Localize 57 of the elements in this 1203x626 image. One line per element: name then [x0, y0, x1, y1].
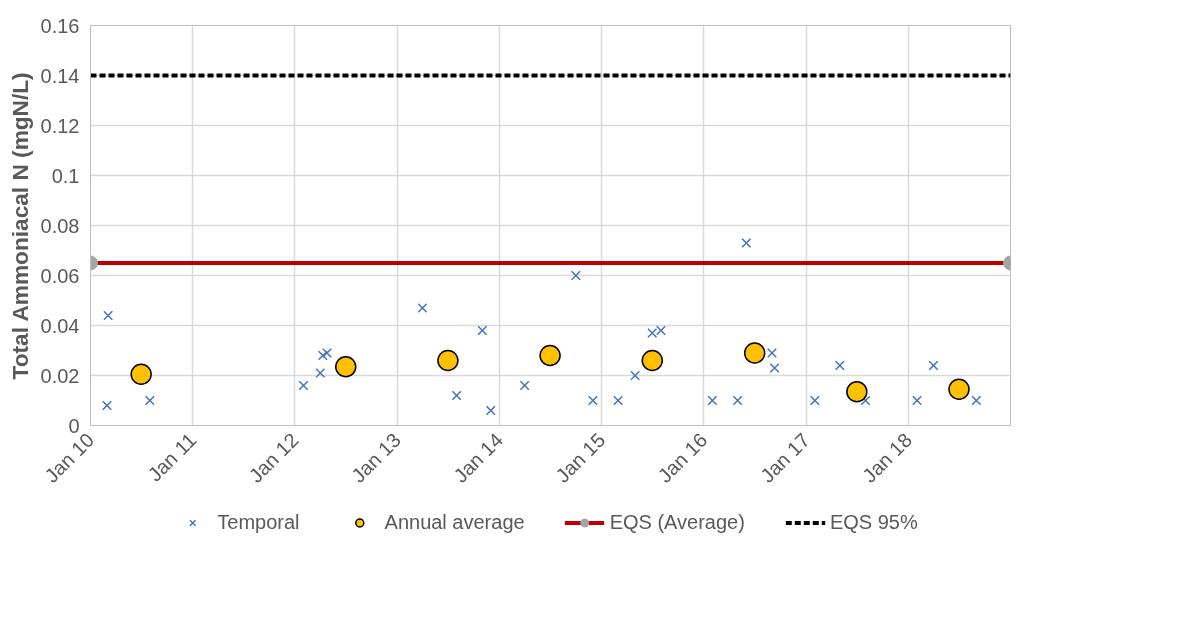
y-tick-label: 0.08	[40, 214, 80, 237]
point	[477, 325, 488, 336]
x-tick-label: Jan 16	[653, 428, 712, 487]
point	[741, 238, 752, 248]
point	[315, 368, 326, 378]
legend-label: Temporal	[217, 510, 300, 534]
point	[130, 363, 152, 385]
y-tick-label: 0.04	[40, 314, 80, 337]
y-tick-label: 0.1	[51, 164, 80, 187]
point	[641, 349, 663, 372]
point	[519, 380, 530, 391]
point	[860, 395, 871, 406]
x-tick-label: Jan 11	[143, 428, 201, 486]
point	[437, 349, 459, 372]
y-axis-title: Total Ammoniacal N (mgN/L)	[6, 72, 33, 380]
point	[539, 344, 561, 367]
x-tick-label: Jan 17	[755, 428, 814, 487]
point	[948, 378, 970, 400]
point	[767, 348, 778, 358]
point	[322, 348, 332, 358]
point	[317, 350, 328, 361]
x-tick-label: Jan 18	[858, 428, 917, 487]
point	[834, 360, 845, 371]
point	[928, 360, 939, 371]
point	[743, 342, 766, 364]
point	[570, 270, 581, 281]
point	[707, 395, 718, 406]
x-tick-label: Jan 14	[449, 428, 508, 487]
y-tick-label: 0	[68, 414, 80, 437]
point	[485, 405, 496, 416]
legend-label: Annual average	[384, 510, 525, 534]
x-tick-label: Jan 13	[347, 428, 406, 487]
point	[769, 363, 780, 373]
x-tick-label: Jan 15	[551, 428, 610, 487]
y-tick-label: 0.06	[40, 264, 80, 287]
point	[451, 390, 462, 401]
y-tick-label: 0.14	[40, 64, 80, 87]
point	[912, 395, 923, 406]
point	[298, 380, 309, 391]
legend-label: EQS (Average)	[609, 510, 745, 534]
point	[144, 395, 155, 406]
point	[417, 303, 428, 313]
point	[809, 395, 820, 406]
point	[102, 400, 113, 411]
point	[613, 395, 624, 406]
point	[335, 356, 357, 378]
x-tick-label: Jan 12	[244, 428, 303, 487]
point	[971, 395, 982, 406]
y-tick-label: 0.02	[40, 364, 80, 387]
point	[630, 370, 641, 381]
point	[846, 381, 868, 403]
point	[587, 395, 598, 406]
y-tick-label: 0.12	[40, 114, 80, 137]
point	[103, 310, 114, 321]
legend-label: EQS 95%	[829, 510, 918, 534]
y-tick-label: 0.16	[40, 14, 80, 37]
point	[732, 395, 743, 406]
